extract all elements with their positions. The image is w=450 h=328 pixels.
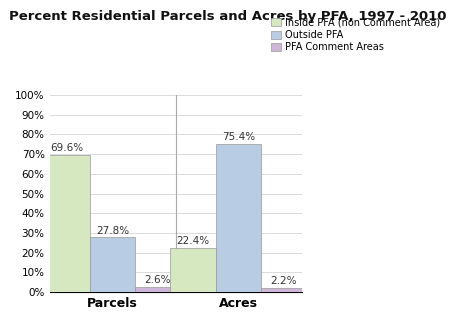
Text: 2.2%: 2.2%: [270, 276, 297, 286]
Bar: [171, 248, 216, 292]
Bar: [135, 287, 180, 292]
Text: 27.8%: 27.8%: [96, 226, 129, 236]
Text: 75.4%: 75.4%: [222, 132, 255, 142]
Legend: Inside PFA (non Comment Area), Outside PFA, PFA Comment Areas: Inside PFA (non Comment Area), Outside P…: [268, 15, 443, 55]
Text: 69.6%: 69.6%: [50, 143, 84, 154]
Bar: [45, 155, 90, 292]
Text: 22.4%: 22.4%: [176, 236, 210, 246]
Bar: [216, 144, 261, 292]
Text: 2.6%: 2.6%: [144, 275, 171, 285]
Bar: [90, 237, 135, 292]
Text: Percent Residential Parcels and Acres by PFA, 1997 - 2010: Percent Residential Parcels and Acres by…: [9, 10, 446, 23]
Bar: [261, 288, 306, 292]
